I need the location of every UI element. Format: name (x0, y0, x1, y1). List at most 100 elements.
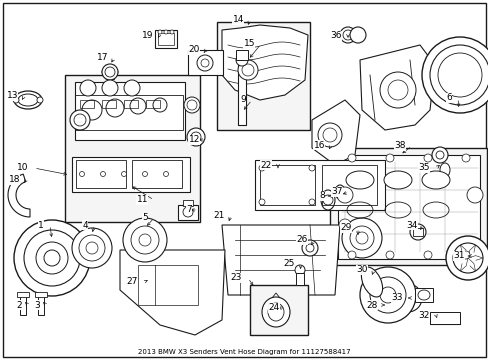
Circle shape (186, 128, 204, 146)
Bar (75, 82, 184, 140)
Circle shape (183, 207, 193, 217)
Circle shape (308, 165, 314, 171)
Circle shape (369, 277, 405, 313)
Text: 14: 14 (232, 15, 244, 24)
Circle shape (86, 242, 98, 254)
Bar (158, 33, 174, 45)
Bar (80, 100, 94, 108)
Bar (75, 95, 183, 130)
Text: 25: 25 (283, 260, 294, 269)
Circle shape (186, 100, 197, 110)
Text: 10: 10 (17, 163, 28, 172)
Circle shape (452, 243, 482, 273)
Circle shape (123, 218, 167, 262)
Circle shape (70, 110, 90, 130)
Text: 34: 34 (406, 220, 417, 230)
Bar (295, 273, 304, 285)
Text: 8: 8 (319, 192, 325, 201)
Circle shape (80, 171, 84, 176)
Circle shape (82, 100, 102, 120)
Bar (20, 295, 26, 315)
Text: 17: 17 (96, 54, 108, 63)
Circle shape (36, 242, 68, 274)
Text: 5: 5 (142, 213, 148, 222)
Bar (124, 100, 138, 108)
Circle shape (163, 30, 168, 34)
Bar (260, 165, 314, 205)
Circle shape (170, 30, 174, 34)
Circle shape (14, 220, 90, 296)
Bar (321, 165, 376, 205)
Polygon shape (120, 250, 224, 335)
Text: 38: 38 (394, 141, 405, 150)
Circle shape (317, 123, 341, 147)
Bar (249, 285, 307, 335)
Text: 9: 9 (240, 95, 245, 104)
Circle shape (259, 199, 264, 205)
Bar (138, 265, 198, 305)
Text: 36: 36 (330, 31, 341, 40)
Bar (132, 160, 182, 188)
Ellipse shape (262, 297, 289, 327)
Circle shape (153, 98, 167, 112)
Circle shape (423, 154, 431, 162)
Bar (337, 155, 479, 259)
Circle shape (431, 147, 447, 163)
Text: 32: 32 (418, 310, 429, 320)
Text: 1: 1 (38, 220, 44, 230)
Text: 2013 BMW X3 Senders Vent Hose Diagram for 11127588417: 2013 BMW X3 Senders Vent Hose Diagram fo… (138, 349, 350, 355)
Circle shape (102, 64, 118, 80)
Circle shape (379, 72, 415, 108)
Bar (217, 22, 309, 130)
Circle shape (409, 224, 425, 240)
Circle shape (429, 45, 488, 105)
Text: 27: 27 (126, 278, 138, 287)
Bar (178, 205, 198, 220)
Circle shape (399, 290, 415, 306)
Circle shape (44, 250, 60, 266)
Text: 26: 26 (296, 235, 307, 244)
Circle shape (435, 151, 443, 159)
Text: 3: 3 (34, 301, 40, 310)
Text: 4: 4 (82, 220, 88, 230)
Circle shape (338, 219, 350, 231)
Bar (76, 160, 126, 188)
Text: 37: 37 (331, 188, 342, 197)
Circle shape (105, 67, 115, 77)
Circle shape (102, 80, 118, 96)
Ellipse shape (417, 290, 429, 300)
Circle shape (191, 132, 201, 142)
Ellipse shape (421, 171, 449, 189)
Circle shape (341, 218, 381, 258)
Polygon shape (8, 174, 30, 217)
Ellipse shape (439, 163, 449, 177)
Circle shape (74, 114, 86, 126)
Bar (329, 148, 486, 265)
Circle shape (385, 251, 393, 259)
Text: 21: 21 (213, 211, 224, 220)
Text: 18: 18 (8, 175, 20, 184)
Ellipse shape (267, 303, 284, 321)
Circle shape (385, 154, 393, 162)
Text: 15: 15 (243, 40, 254, 49)
Circle shape (336, 187, 352, 203)
Bar (414, 288, 432, 302)
Bar (155, 30, 177, 48)
Ellipse shape (361, 267, 382, 297)
Circle shape (349, 226, 373, 250)
Circle shape (142, 171, 147, 176)
Text: 31: 31 (452, 252, 464, 261)
Circle shape (236, 54, 247, 66)
Text: 23: 23 (230, 274, 242, 283)
Circle shape (139, 234, 151, 246)
Circle shape (445, 236, 488, 280)
Bar (412, 228, 422, 236)
Circle shape (339, 27, 355, 43)
Ellipse shape (18, 94, 38, 106)
Circle shape (359, 267, 415, 323)
Circle shape (393, 284, 421, 312)
Bar (35, 292, 47, 297)
Circle shape (379, 287, 395, 303)
Ellipse shape (14, 91, 42, 109)
Circle shape (79, 235, 105, 261)
